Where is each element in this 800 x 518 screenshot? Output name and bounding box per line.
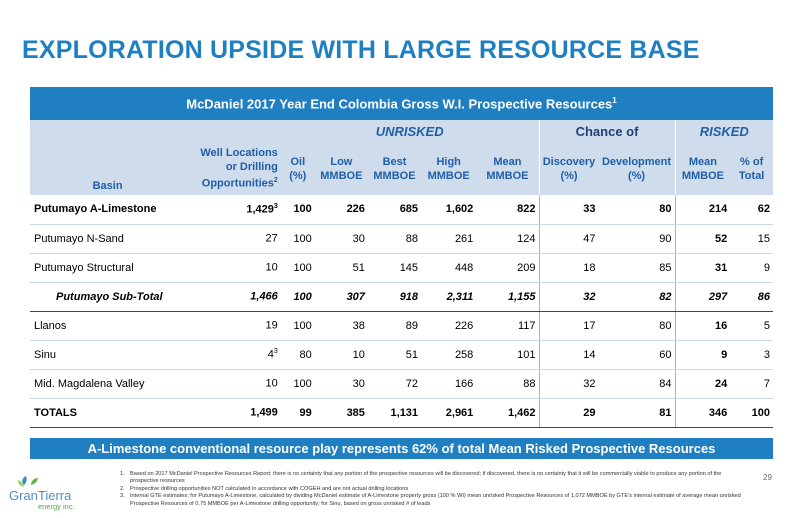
- logo-subtext: energy inc.: [38, 502, 75, 511]
- logo-text: GranTierra: [9, 488, 72, 503]
- col-well-locations: Well Locations or Drilling Opportunities2: [185, 142, 281, 195]
- col-basin: Basin: [30, 142, 186, 195]
- footnotes: 1. Based on 2017 McDaniel Prospective Res…: [120, 471, 745, 508]
- table-row: Putumayo N-Sand 27 100 30 88 261 124 47 …: [30, 224, 773, 254]
- table-row: Llanos 19 100 38 89 226 117 17 80 16 5: [30, 311, 773, 341]
- resources-table: McDaniel 2017 Year End Colombia Gross W.…: [30, 87, 773, 428]
- summary-banner: A-Limestone conventional resource play r…: [30, 438, 773, 459]
- col-mean-risked: Mean MMBOE: [674, 142, 731, 195]
- col-low: Low MMBOE: [314, 142, 368, 195]
- footnote: 3. Internal GTE estimates; for Putumayo A…: [120, 493, 741, 507]
- col-development: Development (%): [598, 142, 676, 195]
- col-pct-total: % of Total: [730, 142, 773, 195]
- group-chance-of: Chance of: [538, 120, 676, 142]
- table-row: Putumayo A-Limestone 1,4293 100 226 685 …: [30, 195, 773, 225]
- table-row-subtotal: Putumayo Sub-Total 1,466 100 307 918 2,3…: [30, 281, 773, 312]
- col-high: High MMBOE: [421, 142, 477, 195]
- logo-mark-icon: [18, 476, 38, 487]
- group-unrisked: UNRISKED: [280, 120, 539, 142]
- col-best: Best MMBOE: [367, 142, 422, 195]
- table-row-totals: TOTALS 1,499 99 385 1,131 2,961 1,462 29…: [30, 397, 773, 428]
- col-discovery: Discovery (%): [538, 142, 599, 195]
- page-title: EXPLORATION UPSIDE WITH LARGE RESOURCE B…: [22, 36, 700, 64]
- table-row: Mid. Magdalena Valley 10 100 30 72 166 8…: [30, 369, 773, 399]
- col-oil: Oil (%): [280, 142, 315, 195]
- grantierra-logo: GranTierra energy inc.: [9, 476, 75, 511]
- group-risked: RISKED: [674, 120, 773, 142]
- page-number: 29: [763, 473, 772, 482]
- col-mean-unrisked: Mean MMBOE: [476, 142, 539, 195]
- table-row: Putumayo Structural 10 100 51 145 448 20…: [30, 253, 773, 283]
- table-row: Sinu 43 80 10 51 258 101 14 60 9 3: [30, 340, 773, 370]
- footnote: 1. Based on 2017 McDaniel Prospective Res…: [120, 471, 722, 485]
- table-header-title: McDaniel 2017 Year End Colombia Gross W.…: [30, 87, 773, 120]
- footnote: 2. Prospective drilling opportunities NOT…: [120, 485, 409, 492]
